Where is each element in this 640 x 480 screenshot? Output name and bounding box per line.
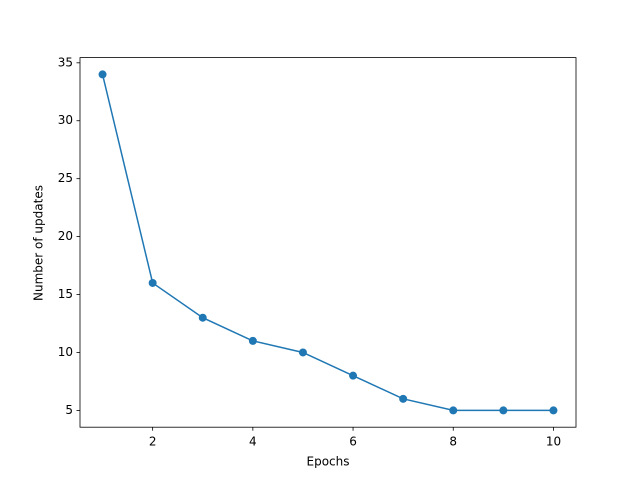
data-point bbox=[298, 348, 307, 357]
data-point bbox=[349, 371, 358, 380]
axes-frame bbox=[79, 57, 577, 428]
y-tick-label: 30 bbox=[58, 113, 73, 127]
x-tick-label: 10 bbox=[546, 435, 561, 449]
y-tick-label: 5 bbox=[65, 403, 73, 417]
data-point bbox=[449, 406, 458, 415]
data-point bbox=[98, 70, 107, 79]
y-tick-label: 10 bbox=[58, 345, 73, 359]
data-point bbox=[499, 406, 508, 415]
data-point bbox=[549, 406, 558, 415]
y-tick-label: 25 bbox=[58, 171, 73, 185]
x-tick-label: 4 bbox=[249, 435, 257, 449]
data-point bbox=[399, 394, 408, 403]
data-point bbox=[248, 336, 257, 345]
x-tick-label: 8 bbox=[449, 435, 457, 449]
y-tick-label: 35 bbox=[58, 55, 73, 69]
x-tick-label: 6 bbox=[349, 435, 357, 449]
y-tick-label: 15 bbox=[58, 287, 73, 301]
series-line bbox=[101, 74, 554, 412]
x-tick-label: 2 bbox=[149, 435, 157, 449]
y-axis-label: Number of updates bbox=[32, 185, 46, 301]
data-point bbox=[198, 313, 207, 322]
data-point bbox=[148, 278, 157, 287]
y-tick-label: 20 bbox=[58, 229, 73, 243]
x-axis-label: Epochs bbox=[307, 455, 350, 469]
